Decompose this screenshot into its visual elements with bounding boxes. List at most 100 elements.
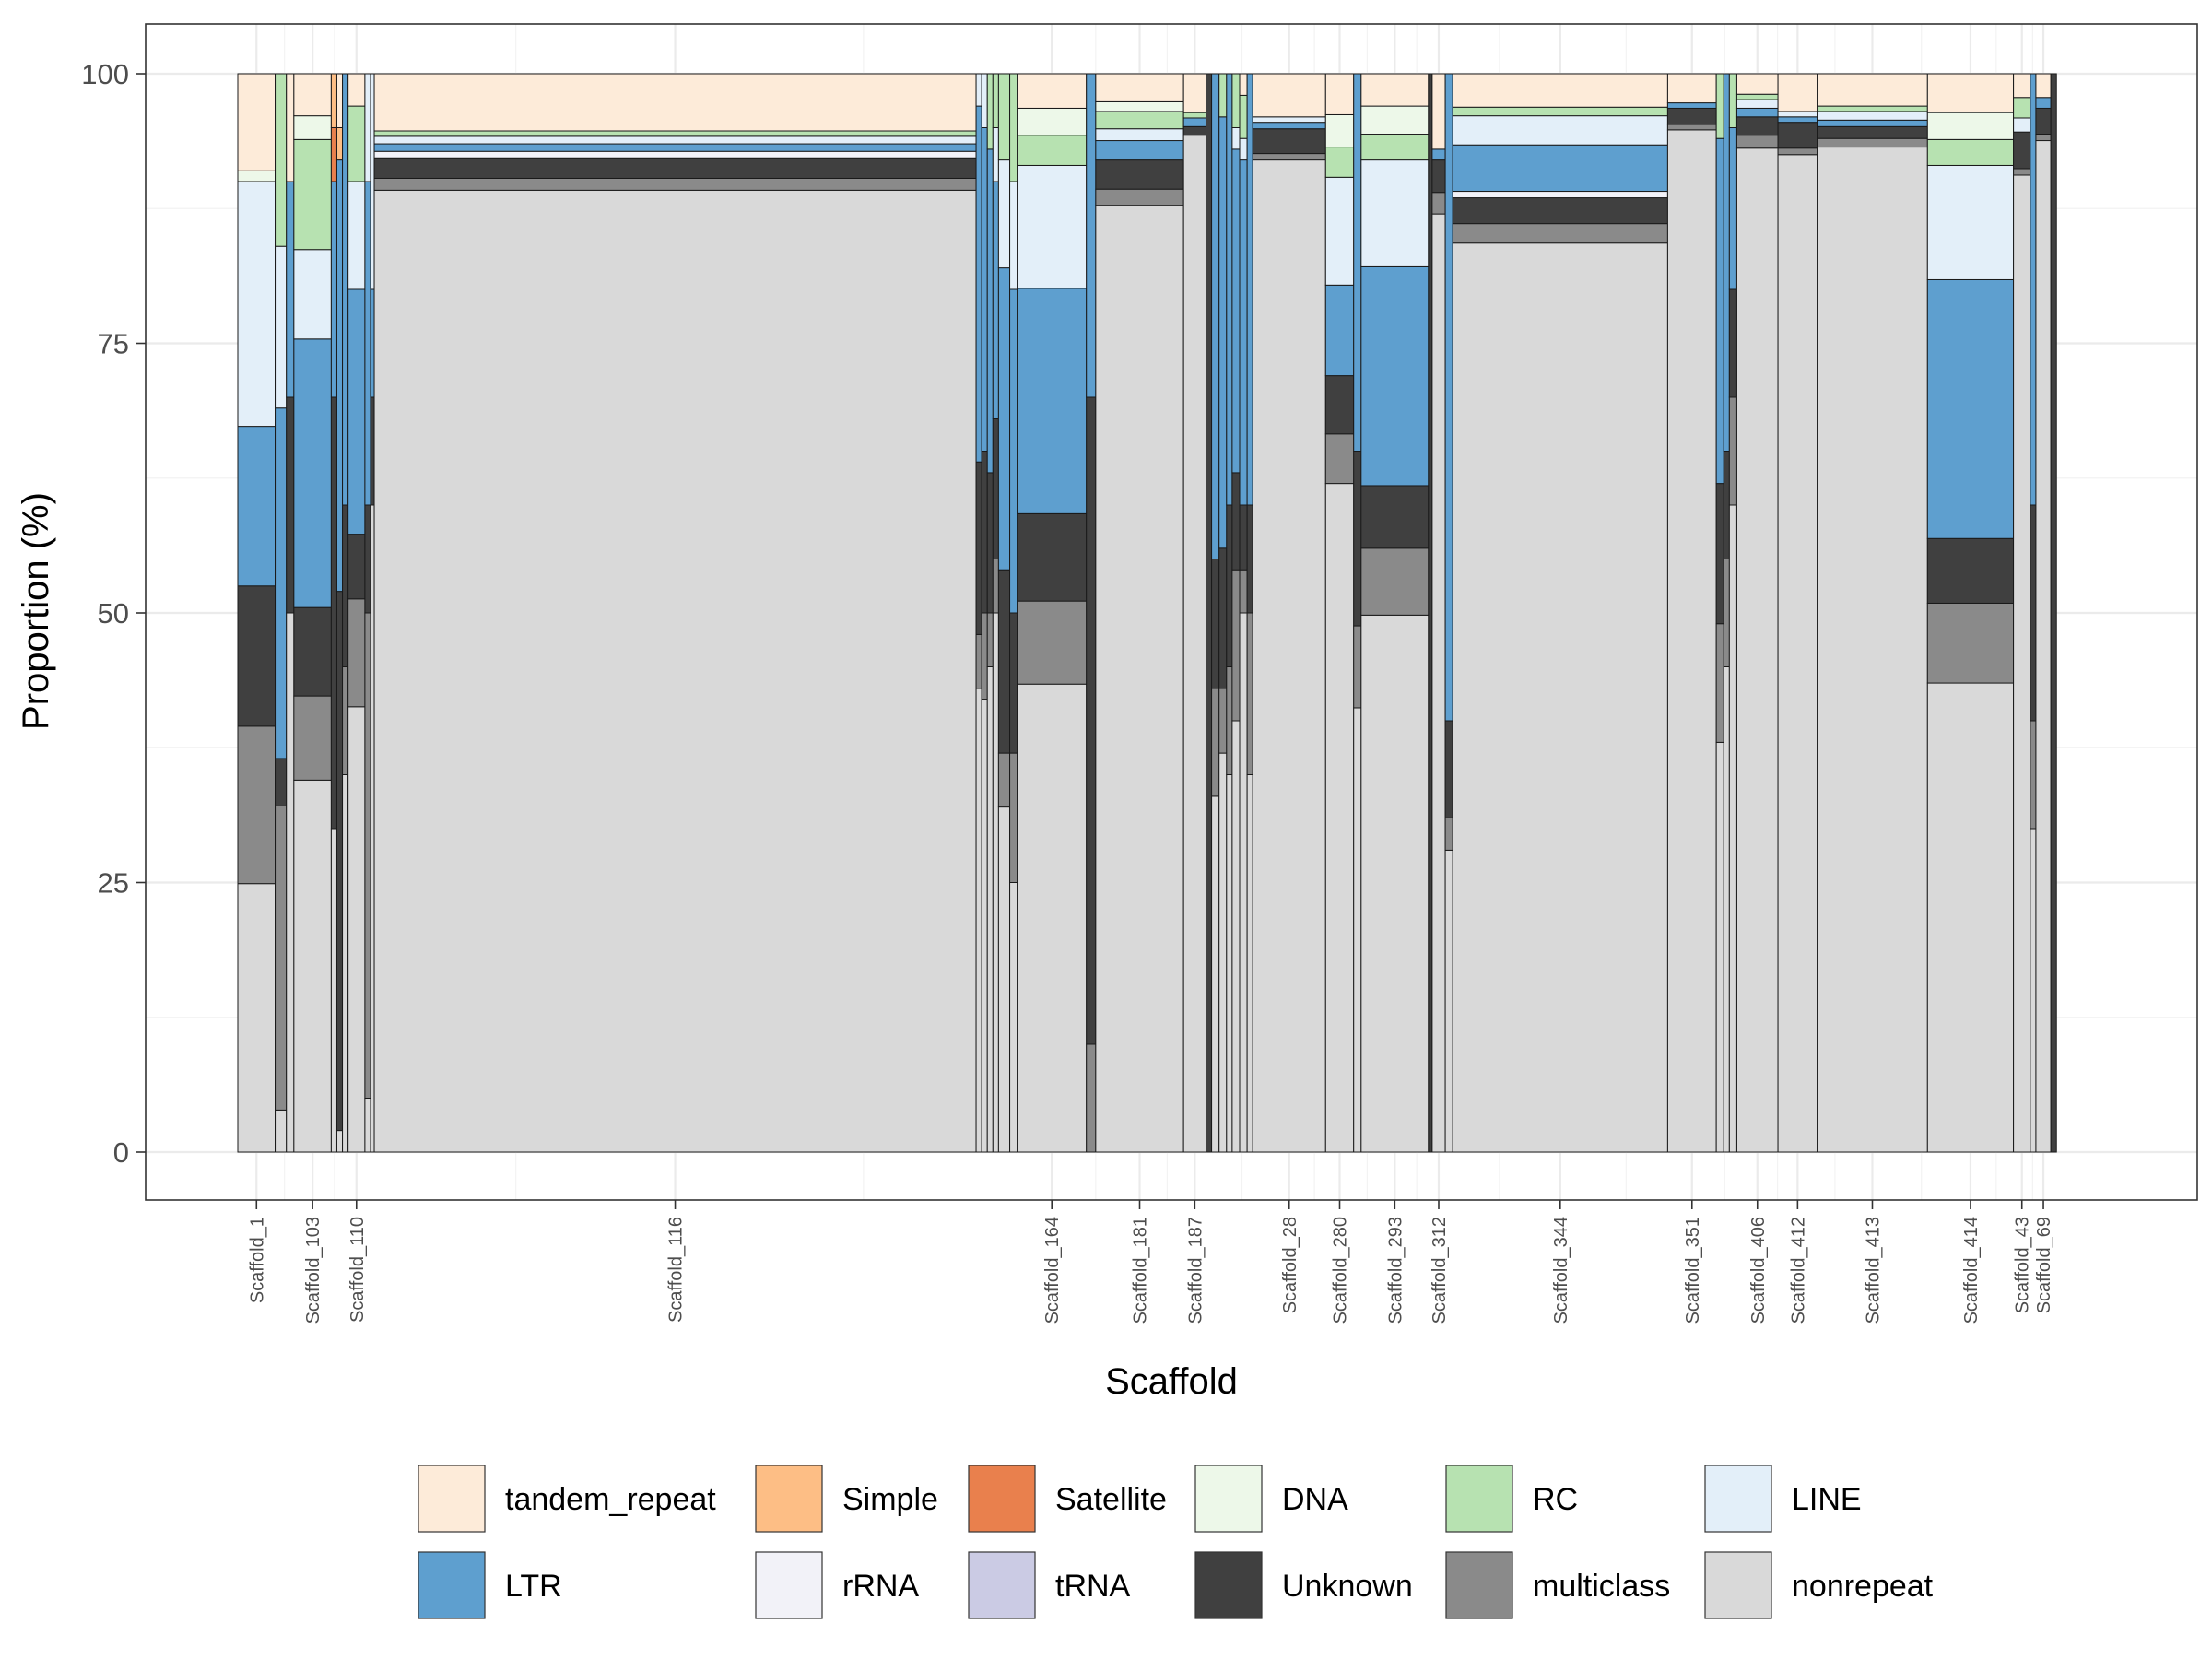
bar-segment-nonrepeat xyxy=(1360,614,1430,1153)
bar-segment-tandem_repeat xyxy=(1182,73,1207,113)
bar-segment-tandem_repeat xyxy=(1239,73,1248,96)
bar-segment-LTR xyxy=(1777,116,1818,124)
bar-segment-multiclass xyxy=(1735,135,1779,149)
bar-segment-tandem_repeat xyxy=(2013,73,2031,99)
bar-segment-LINE xyxy=(981,73,988,128)
bar-segment-nonrepeat xyxy=(2035,140,2052,1153)
scaffold-bar-16 xyxy=(1009,73,1018,1153)
bar-segment-multiclass xyxy=(275,805,288,1111)
bar-segment-RC xyxy=(2013,97,2031,119)
bar-segment-RC xyxy=(1231,73,1241,128)
bar-segment-multiclass xyxy=(347,598,366,708)
bar-segment-RC xyxy=(1095,111,1184,130)
bar-segment-nonrepeat xyxy=(330,828,337,1153)
bar-segment-tandem_repeat xyxy=(1431,73,1446,150)
bar-segment-LINE xyxy=(1231,127,1241,150)
bar-segment-DNA xyxy=(1926,112,2015,140)
bar-segment-LINE xyxy=(1735,99,1779,109)
bar-segment-Unknown xyxy=(1431,159,1446,194)
bar-segment-Unknown xyxy=(2050,73,2057,1153)
bar-segment-nonrepeat xyxy=(1218,752,1228,1153)
legend-item-DNA: DNA xyxy=(1194,1465,1348,1533)
bar-segment-nonrepeat xyxy=(1777,154,1818,1153)
x-axis: Scaffold_1 Scaffold_103 Scaffold_110 Scaffo… xyxy=(247,1200,2054,1324)
bar-segment-nonrepeat xyxy=(1246,774,1253,1153)
bar-segment-LINE xyxy=(237,181,276,428)
bar-segment-nonrepeat xyxy=(1095,205,1184,1153)
legend-item-nonrepeat: nonrepeat xyxy=(1704,1551,1934,1619)
legend-key xyxy=(1194,1551,1263,1619)
bar-segment-Unknown xyxy=(1444,720,1453,818)
bar-segment-tandem_repeat xyxy=(1817,73,1928,107)
bar-segment-tandem_repeat xyxy=(1095,73,1184,102)
legend-item-tandem_repeat: tandem_repeat xyxy=(418,1465,716,1533)
scaffold-bar-41 xyxy=(1777,73,1818,1153)
bar-segment-rRNA xyxy=(1452,191,1668,199)
bar-segment-Unknown xyxy=(364,504,371,614)
scaffold-bar-31 xyxy=(1360,73,1430,1153)
y-axis: 0 25 50 75 100 xyxy=(81,58,146,1169)
scaffold-bar-22 xyxy=(1211,73,1220,1153)
bar-segment-LTR xyxy=(1324,284,1355,377)
bar-segment-LTR xyxy=(981,127,988,452)
legend-label: nonrepeat xyxy=(1792,1569,1934,1604)
bar-segment-nonrepeat xyxy=(975,688,982,1153)
legend-label: multiclass xyxy=(1533,1569,1670,1604)
bar-segment-LTR xyxy=(293,338,332,608)
bar-segment-Unknown xyxy=(997,569,1011,754)
bar-segment-LTR xyxy=(1715,137,1724,485)
bar-segment-multiclass xyxy=(1728,396,1737,506)
bar-segment-LTR xyxy=(1452,144,1668,193)
legend-key xyxy=(968,1551,1036,1619)
bar-segment-RC xyxy=(1735,93,1779,100)
bar-segment-Unknown xyxy=(1239,504,1248,571)
bar-segment-nonrepeat xyxy=(275,1109,288,1153)
legend-key xyxy=(1445,1551,1513,1619)
legend-key xyxy=(1194,1465,1263,1533)
bar-segment-multiclass xyxy=(2030,720,2037,830)
bar-segment-DNA xyxy=(1360,105,1430,135)
bar-segment-Unknown xyxy=(373,157,977,179)
bar-segment-multiclass xyxy=(1246,612,1253,775)
bar-segment-tandem_repeat xyxy=(237,73,276,171)
bar-segment-DNA xyxy=(1017,107,1088,136)
bar-segment-Unknown xyxy=(286,396,295,614)
bar-segment-multiclass xyxy=(1252,153,1326,161)
legend-label: Satellite xyxy=(1055,1482,1167,1517)
bar-segment-LINE xyxy=(370,73,375,290)
bar-segment-tandem_repeat xyxy=(2035,73,2052,99)
bar-segment-nonrepeat xyxy=(1324,483,1355,1153)
bar-segment-LTR xyxy=(1926,278,2015,539)
scaffold-bar-11 xyxy=(975,73,982,1153)
bar-segment-Simple xyxy=(335,127,344,161)
bar-segment-LINE xyxy=(975,73,982,107)
bar-segment-Unknown xyxy=(1226,504,1233,667)
scaffold-bar-19 xyxy=(1095,73,1184,1153)
bar-segment-RC xyxy=(1324,147,1355,178)
bar-segment-Unknown xyxy=(1182,125,1207,136)
legend-label: LTR xyxy=(505,1569,562,1604)
scaffold-bar-10 xyxy=(373,73,977,1153)
legend-label: DNA xyxy=(1282,1482,1348,1517)
bar-segment-nonrepeat xyxy=(1926,682,2015,1153)
bar-segment-multiclass xyxy=(981,612,988,700)
bar-segment-LINE xyxy=(2013,117,2031,133)
legend-item-multiclass: multiclass xyxy=(1445,1551,1670,1619)
bar-segment-LTR xyxy=(1728,127,1737,290)
bar-segment-nonrepeat xyxy=(1431,213,1446,1153)
bar-segment-multiclass xyxy=(2013,168,2031,176)
bar-segment-multiclass xyxy=(1817,137,1928,148)
scaffold-bar-34 xyxy=(1444,73,1453,1153)
scaffold-bar-6 xyxy=(342,73,349,1153)
bar-segment-LINE xyxy=(1239,137,1248,161)
bar-segment-LINE xyxy=(1252,116,1326,124)
bar-segment-nonrepeat xyxy=(286,612,295,1153)
bar-segment-LINE xyxy=(293,249,332,340)
bar-segment-LTR xyxy=(1723,73,1730,452)
bar-segment-tandem_repeat xyxy=(1252,73,1326,118)
x-tick-label: Scaffold_28 xyxy=(1280,1217,1300,1313)
bar-segment-Unknown xyxy=(1211,559,1220,689)
bar-segment-Unknown xyxy=(1095,159,1184,190)
legend-item-rRNA: rRNA xyxy=(755,1551,919,1619)
